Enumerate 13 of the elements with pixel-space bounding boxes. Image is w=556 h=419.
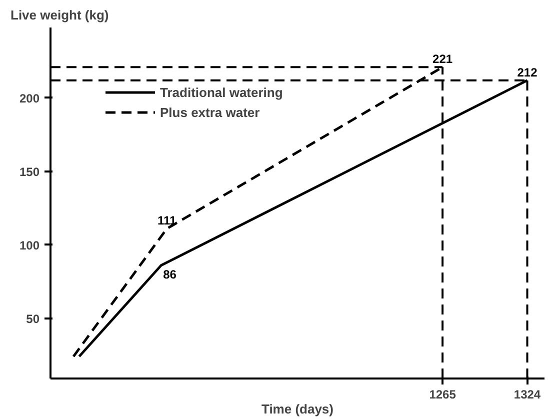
data-label: 212 [517, 65, 538, 80]
y-tick-label: 200 [19, 91, 40, 106]
legend-label: Traditional watering [160, 84, 283, 100]
x-tick-label: 1265 [429, 388, 456, 402]
y-tick-label: 150 [19, 164, 40, 179]
x-axis-title: Time (days) [261, 402, 334, 416]
data-label: 221 [432, 52, 453, 66]
y-tick-label: 100 [19, 238, 40, 252]
data-label: 86 [163, 267, 177, 282]
legend-label: Plus extra water [160, 104, 260, 120]
y-tick-label: 50 [26, 312, 40, 326]
x-tick-label: 1324 [514, 388, 541, 402]
y-axis-title: Live weight (kg) [10, 8, 109, 22]
